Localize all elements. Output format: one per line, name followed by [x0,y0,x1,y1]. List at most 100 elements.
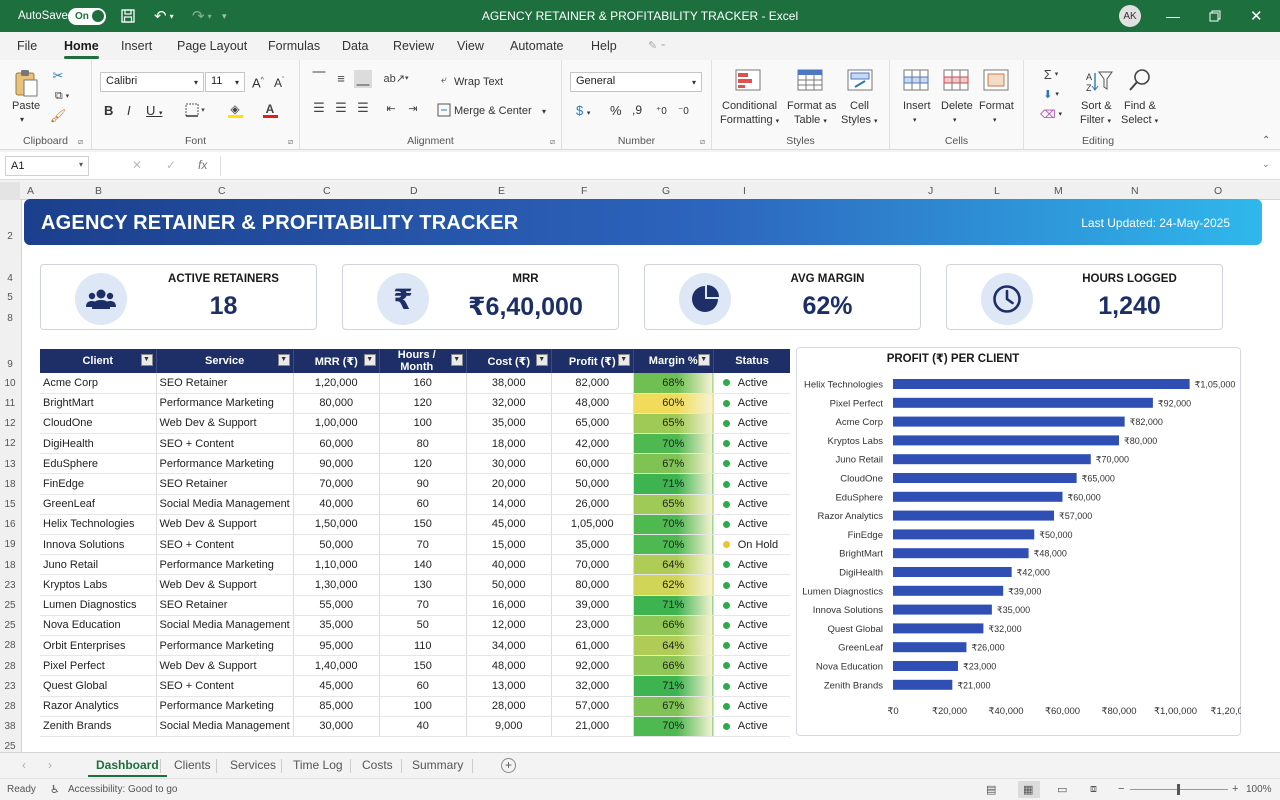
wrap-text-icon[interactable]: ⤶ [440,73,448,86]
cell-service[interactable]: SEO Retainer [156,373,294,394]
table-row[interactable]: GreenLeaf Social Media Management 40,000 60… [40,494,791,515]
cell-service[interactable]: SEO Retainer [156,473,294,495]
cell-mrr[interactable]: 70,000 [293,473,380,495]
row-header[interactable]: 38 [4,721,16,732]
row-header[interactable]: 23 [4,681,16,692]
cell-profit[interactable]: 50,000 [551,473,634,495]
cell-hours[interactable]: 120 [379,453,467,475]
merge-center-icon[interactable] [436,102,452,118]
column-header[interactable]: L [994,185,1000,197]
row-header[interactable]: 28 [4,701,16,712]
zoom-in-icon[interactable]: + [1232,783,1239,795]
table-row[interactable]: Juno Retail Performance Marketing 1,10,000… [40,554,791,576]
menu-help[interactable]: Help [591,39,617,53]
cell-margin[interactable]: 66% [633,615,714,636]
row-header[interactable]: 19 [4,539,16,550]
table-row[interactable]: Kryptos Labs Web Dev & Support 1,30,000 130… [40,574,791,596]
header-status[interactable]: Status [713,349,791,373]
cell-client[interactable]: Zenith Brands [40,716,157,737]
font-name-select[interactable]: Calibri [100,72,204,92]
autosave-toggle[interactable]: On [68,0,106,32]
header-mrr[interactable]: MRR (₹) ▼ [293,349,380,373]
align-bottom-icon[interactable]: ⎽ [354,70,372,88]
cell-status[interactable]: Active [713,393,791,414]
cell-status[interactable]: Active [713,453,791,475]
tab-time-log[interactable]: Time Log [293,758,343,772]
cell-client[interactable]: Kryptos Labs [40,574,157,596]
cell-service[interactable]: SEO + Content [156,675,294,697]
cell-client[interactable]: Nova Education [40,615,157,636]
menu-data[interactable]: Data [342,39,369,53]
cell-cost[interactable]: 50,000 [466,574,552,596]
cell-status[interactable]: Active [713,473,791,495]
cell-status[interactable]: Active [713,514,791,536]
cell-margin[interactable]: 68% [633,373,714,394]
table-row[interactable]: Zenith Brands Social Media Management 30,0… [40,716,791,737]
cell-mrr[interactable]: 90,000 [293,453,380,475]
alignment-launcher-icon[interactable]: ⧄ [550,137,556,146]
column-header[interactable]: F [581,185,588,197]
cell-mrr[interactable]: 60,000 [293,433,380,455]
row-header[interactable]: 4 [7,273,13,284]
normal-view-icon[interactable] [1018,781,1040,798]
row-header[interactable]: 28 [4,640,16,651]
cell-profit[interactable]: 39,000 [551,595,634,616]
cell-status[interactable]: Active [713,716,791,737]
menu-insert[interactable]: Insert [121,39,153,53]
table-row[interactable]: Lumen Diagnostics SEO Retainer 55,000 70 16,… [40,595,791,616]
restore-icon[interactable] [1209,0,1221,32]
table-row[interactable]: Orbit Enterprises Performance Marketing 95… [40,635,791,657]
minimize-icon[interactable]: — [1166,8,1180,24]
redo-icon[interactable]: ↷ ▾ [192,8,212,25]
cell-service[interactable]: Performance Marketing [156,453,294,475]
table-row[interactable]: Nova Education Social Media Management 35,… [40,615,791,636]
cell-margin[interactable]: 66% [633,655,714,677]
column-header[interactable]: C [218,185,226,197]
table-row[interactable]: Razor Analytics Performance Marketing 85,0… [40,696,791,717]
customize-toolbar-icon[interactable]: ▾ [222,10,227,21]
bar[interactable] [893,397,1153,408]
format-as-table-icon[interactable] [796,68,824,92]
cell-hours[interactable]: 60 [379,494,467,515]
cell-styles-icon[interactable] [846,68,874,92]
menu-formulas[interactable]: Formulas [268,39,321,53]
cell-mrr[interactable]: 30,000 [293,716,380,737]
currency-icon[interactable]: $ ▾ [576,103,591,118]
sort-filter-button[interactable]: Filter ▾ [1080,114,1112,126]
row-header[interactable]: 12 [4,418,16,429]
tab-dashboard[interactable]: Dashboard [88,758,167,777]
autosum-icon[interactable]: Σ ▾ [1043,66,1059,82]
merge-dropdown-icon[interactable]: ▾ [542,107,547,116]
clear-icon[interactable]: ⌫ ▾ [1039,108,1063,121]
align-middle-icon[interactable]: ≡ [337,70,345,86]
comma-style-icon[interactable]: ,9 [632,103,643,117]
page-break-view-icon[interactable]: ⧈ [1090,783,1097,795]
cell-client[interactable]: FinEdge [40,473,157,495]
delete-cells-button[interactable]: Delete [941,100,973,112]
cell-cost[interactable]: 18,000 [466,433,552,455]
bar[interactable] [893,435,1119,446]
cell-mrr[interactable]: 80,000 [293,393,380,414]
cell-hours[interactable]: 60 [379,675,467,697]
cell-profit[interactable]: 60,000 [551,453,634,475]
cell-mrr[interactable]: 1,40,000 [293,655,380,677]
cell-hours[interactable]: 150 [379,514,467,536]
row-header[interactable]: 8 [7,313,13,324]
row-header[interactable]: 10 [4,378,16,389]
cell-cost[interactable]: 12,000 [466,615,552,636]
cell-mrr[interactable]: 50,000 [293,534,380,556]
cell-profit[interactable]: 70,000 [551,554,634,576]
column-header[interactable]: O [1214,185,1223,197]
cell-profit[interactable]: 48,000 [551,393,634,414]
row-header[interactable]: 11 [4,398,16,409]
bar[interactable] [893,679,953,690]
sort-filter-line1[interactable]: Sort & [1081,100,1112,112]
bar[interactable] [893,661,958,671]
align-center-icon[interactable]: ☰ [335,100,347,115]
cell-mrr[interactable]: 95,000 [293,635,380,657]
zoom-out-icon[interactable]: − [1118,783,1125,795]
display-settings-icon[interactable]: ▤ [986,784,997,796]
bar[interactable] [893,510,1055,521]
cell-mrr[interactable]: 45,000 [293,675,380,697]
tab-clients[interactable]: Clients [174,758,211,772]
